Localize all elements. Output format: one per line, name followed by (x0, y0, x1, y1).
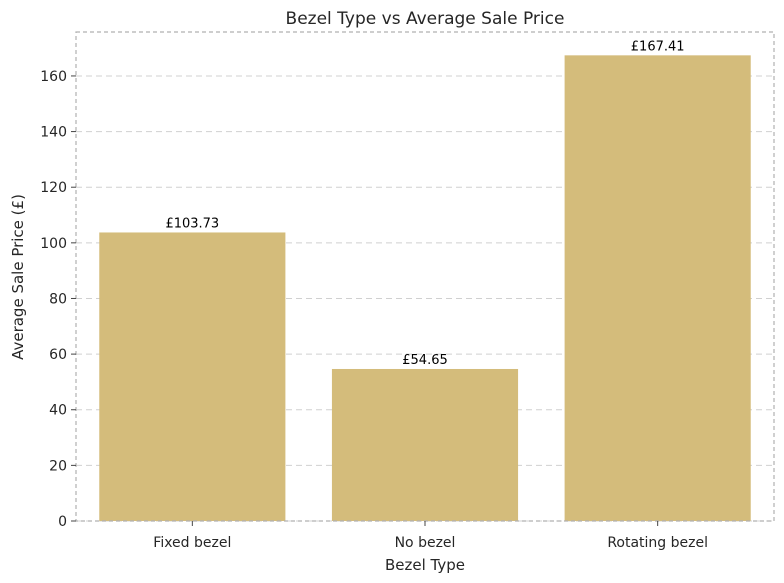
y-tick-label: 20 (49, 458, 67, 474)
y-tick-label: 100 (40, 236, 67, 252)
x-tick-label: Rotating bezel (607, 535, 708, 551)
y-tick-label: 60 (49, 347, 67, 363)
bar (564, 55, 751, 521)
y-tick-label: 80 (49, 291, 67, 307)
y-tick-label: 40 (49, 403, 67, 419)
x-tick-label: Fixed bezel (153, 535, 231, 551)
y-tick-label: 140 (40, 125, 67, 141)
data-label: £167.41 (631, 39, 685, 54)
y-axis-label: Average Sale Price (£) (9, 194, 27, 360)
chart-title: Bezel Type vs Average Sale Price (286, 9, 565, 29)
data-label: £54.65 (402, 353, 448, 368)
data-labels: £103.73 £54.65 £167.41 (165, 39, 684, 368)
x-axis-label: Bezel Type (385, 556, 465, 574)
y-axis-ticks: 0 20 40 60 80 100 120 140 160 (40, 69, 76, 530)
y-tick-label: 160 (40, 69, 67, 85)
bar (331, 368, 519, 521)
x-axis-ticks: Fixed bezel No bezel Rotating bezel (153, 521, 708, 551)
bar (99, 232, 286, 521)
bars (99, 55, 751, 521)
y-tick-label: 120 (40, 180, 67, 196)
x-tick-label: No bezel (395, 535, 456, 551)
data-label: £103.73 (165, 216, 219, 231)
y-tick-label: 0 (58, 514, 67, 530)
